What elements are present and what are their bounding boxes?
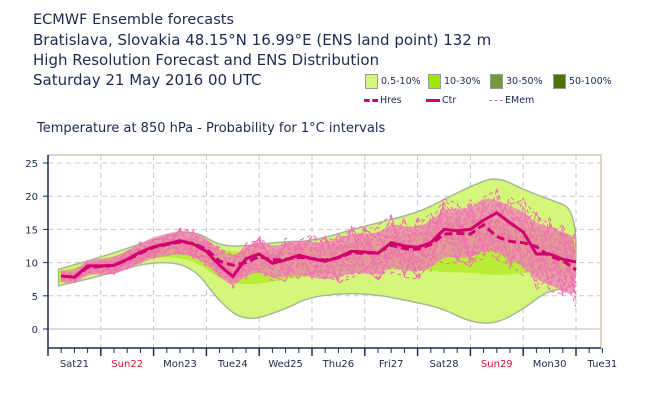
legend-label: 50-100%: [569, 76, 612, 87]
header-line-1: ECMWF Ensemble forecasts: [33, 12, 234, 28]
legend-line-ctr: [426, 99, 440, 102]
header-product: High Resolution Forecast and ENS Distrib…: [33, 51, 380, 69]
legend-item-band-4: 50-100%: [553, 74, 612, 89]
legend-swatch: [553, 74, 566, 89]
x-tick-label: Sun22: [111, 359, 143, 370]
y-tick-label: 15: [25, 225, 38, 236]
x-tick-label: Tue24: [217, 359, 248, 370]
y-tick-label: 25: [25, 159, 38, 170]
y-tick-label: 10: [25, 259, 38, 270]
ensemble-member-line: [61, 204, 577, 288]
axes: 0 5 10 15 20 25 Sat21 Sun22 Mon23 Tue24 Wed25 Thu26…: [25, 155, 617, 370]
legend-item-band-1: 0.5-10%: [365, 74, 421, 89]
x-tick-label: Mon23: [163, 359, 197, 370]
y-tick-label: 5: [32, 292, 38, 303]
legend-line-hres: [364, 99, 378, 102]
ctr-line: [61, 211, 577, 279]
x-tick-label: Tue31: [586, 359, 617, 370]
x-tick-label: Mon30: [533, 359, 567, 370]
header-location: Bratislava, Slovakia 48.15°N 16.99°E (EN…: [33, 31, 492, 49]
ensemble-member-line: [61, 198, 577, 281]
ensemble-member-line: [61, 219, 577, 299]
legend-item-band-2: 10-30%: [428, 74, 481, 89]
legend-label: 0.5-10%: [381, 76, 421, 87]
ensemble-core: [61, 198, 576, 295]
x-tick-label: Wed25: [268, 359, 303, 370]
y-tick-label: 20: [25, 192, 38, 203]
ensemble-member-line: [61, 201, 577, 290]
x-tick-label: Sun29: [481, 359, 513, 370]
legend-label: 10-30%: [444, 76, 481, 87]
ensemble-member-line: [60, 198, 577, 281]
forecast-lines: [61, 211, 577, 279]
hres-line: [61, 222, 577, 279]
x-tick-label: Sat21: [60, 359, 89, 370]
legend-swatch: [490, 74, 503, 89]
ensemble-member-line: [61, 201, 577, 297]
ensemble-member-line: [61, 189, 577, 285]
legend-label: Ctr: [442, 95, 457, 106]
legend-item-band-3: 30-50%: [490, 74, 543, 89]
legend-item-emem: EMem: [489, 95, 534, 106]
ensemble-member-line: [61, 203, 577, 287]
x-tick-label: Fri27: [379, 359, 404, 370]
y-tick-label: 0: [32, 325, 38, 336]
legend-label: Hres: [380, 95, 402, 106]
legend-item-hres: Hres: [364, 95, 402, 106]
header-date: Saturday 21 May 2016 00 UTC: [33, 71, 262, 89]
chart-title: Temperature at 850 hPa - Probability for…: [37, 121, 386, 136]
legend-swatch: [428, 74, 441, 89]
legend-item-ctr: Ctr: [426, 95, 456, 106]
ensemble-member-line: [61, 200, 577, 285]
x-tick-label: Sat28: [429, 359, 458, 370]
legend-line-emem: [489, 100, 503, 101]
legend-label: EMem: [505, 95, 535, 106]
legend-swatch: [365, 74, 378, 89]
ensemble-member-line: [61, 195, 577, 295]
x-tick-label: Thu26: [322, 359, 355, 370]
legend-label: 30-50%: [506, 76, 543, 87]
